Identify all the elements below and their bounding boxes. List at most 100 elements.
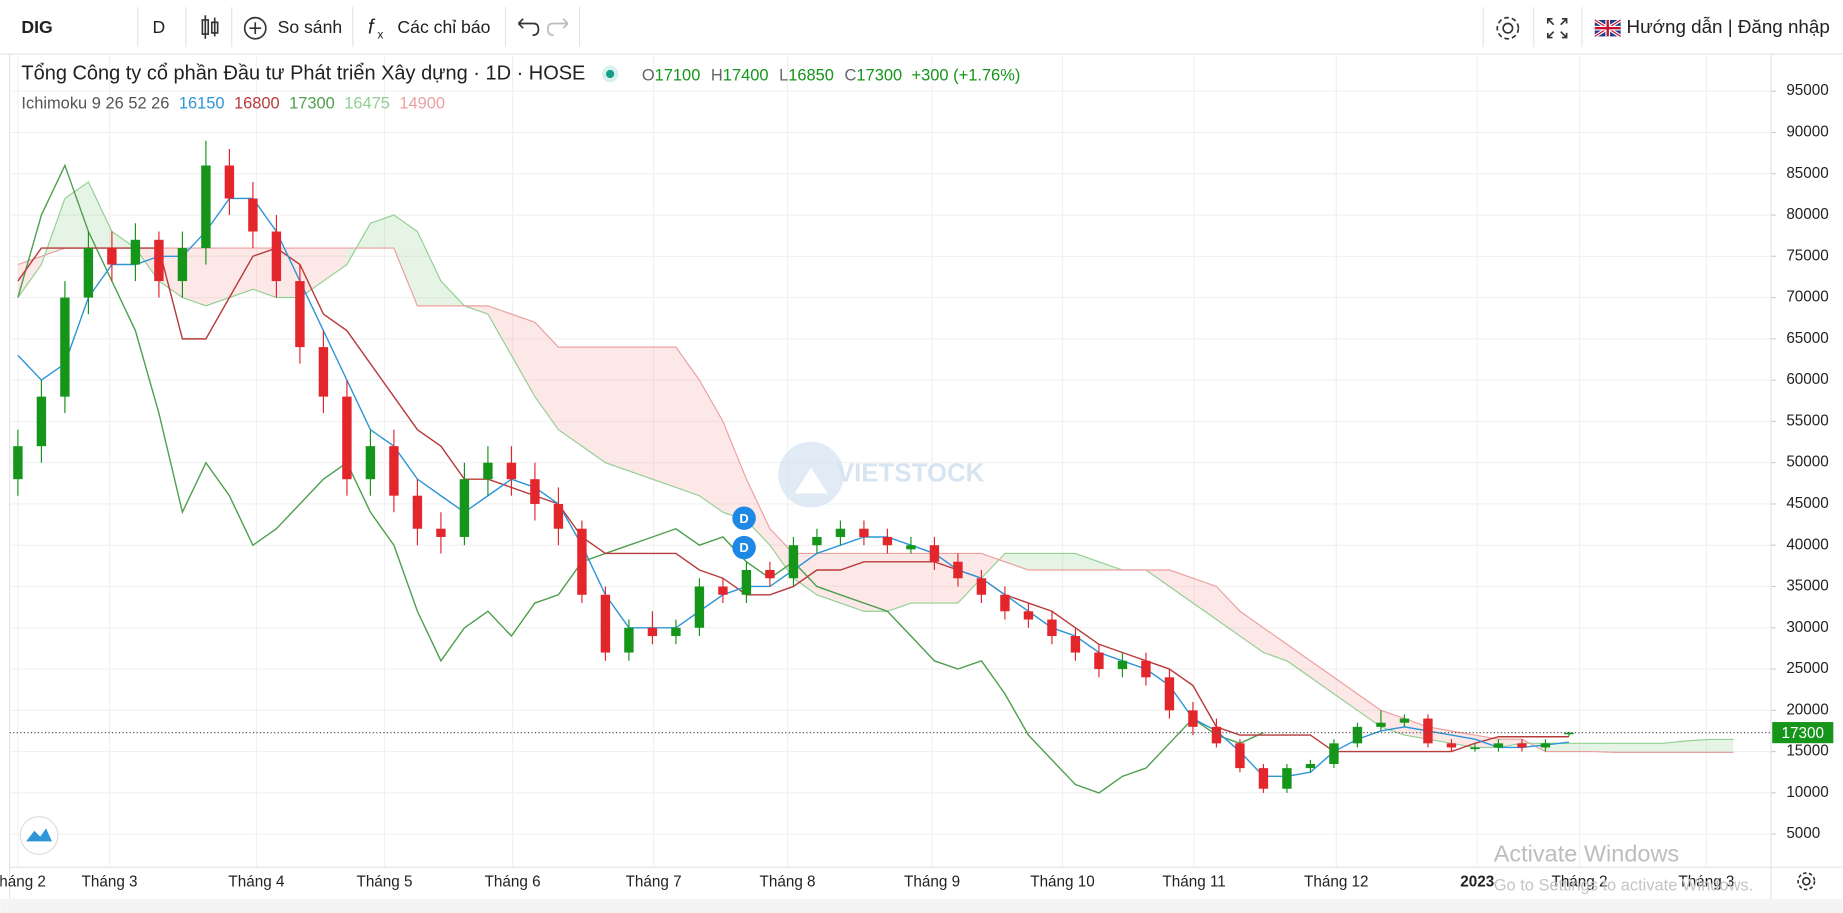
indicators-button[interactable]: Các chỉ báo bbox=[397, 17, 490, 37]
event-label: D bbox=[739, 511, 748, 526]
cloud-segment bbox=[1639, 743, 1663, 753]
undo-button[interactable] bbox=[517, 18, 540, 37]
y-tick-label: 20000 bbox=[1786, 701, 1828, 718]
cloud-segment bbox=[299, 248, 324, 298]
os-notice-subtitle: Go to Settings to activate Windows. bbox=[1494, 876, 1753, 894]
y-tick-label: 55000 bbox=[1786, 412, 1828, 429]
fullscreen-button[interactable] bbox=[1546, 17, 1568, 39]
cloud-segment bbox=[581, 347, 606, 463]
candle-body bbox=[201, 165, 211, 249]
y-tick-label: 85000 bbox=[1786, 165, 1828, 182]
cloud-segment bbox=[887, 553, 911, 612]
candle-body bbox=[1564, 732, 1574, 735]
indicator-value: 16475 bbox=[344, 95, 390, 113]
cloud-segment bbox=[487, 305, 512, 356]
ohlc-key: O bbox=[642, 67, 655, 85]
candle-body bbox=[1470, 747, 1480, 750]
cloud-segment bbox=[558, 347, 582, 447]
symbol[interactable]: DIG bbox=[21, 17, 52, 37]
ohlc-value: 16850 bbox=[788, 67, 834, 85]
candle-body bbox=[788, 545, 799, 579]
x-tick-label: 2023 bbox=[1460, 873, 1494, 890]
candle-body bbox=[271, 231, 282, 282]
candle-body bbox=[694, 586, 705, 628]
candle-body bbox=[36, 396, 47, 447]
cloud-segment bbox=[417, 231, 441, 306]
candle-body bbox=[483, 462, 493, 480]
indicator-value: 17300 bbox=[289, 95, 335, 113]
candle-body bbox=[953, 561, 963, 579]
x-tick-label: Tháng 7 bbox=[626, 873, 682, 890]
cloud-segment bbox=[1075, 553, 1099, 570]
cloud-segment bbox=[1028, 553, 1052, 570]
redo-button[interactable] bbox=[547, 18, 569, 37]
bottom-strip bbox=[0, 898, 1843, 913]
y-tick-label: 45000 bbox=[1786, 495, 1828, 512]
indicators-icon[interactable]: f bbox=[368, 16, 376, 38]
cloud-segment bbox=[652, 347, 676, 488]
candle-body bbox=[1023, 611, 1034, 620]
cloud-segment bbox=[229, 248, 253, 298]
cloud-segment bbox=[1004, 553, 1029, 570]
candle-body bbox=[1235, 743, 1245, 769]
cloud-segment bbox=[1239, 611, 1264, 653]
cloud-segment bbox=[910, 553, 935, 604]
indicator-legend: Ichimoku 9 26 52 26 16150 16800 17300 16475 1… bbox=[21, 95, 445, 113]
cloud-segment bbox=[370, 215, 394, 249]
drawing-tools-button[interactable] bbox=[19, 816, 59, 855]
candle-body bbox=[1070, 636, 1081, 653]
candle-body bbox=[882, 536, 893, 546]
candle-body bbox=[1423, 718, 1433, 744]
candle-body bbox=[624, 627, 634, 653]
cloud-segment bbox=[1662, 740, 1687, 753]
candle-body bbox=[1211, 726, 1222, 744]
compare-button[interactable]: So sánh bbox=[278, 17, 343, 37]
chart-type-button[interactable] bbox=[201, 15, 219, 39]
ohlc-value: 17300 bbox=[856, 67, 902, 85]
candle-body bbox=[177, 248, 188, 282]
indicator-name: Ichimoku 9 26 52 26 bbox=[21, 95, 169, 113]
candle-body bbox=[741, 569, 752, 595]
candle-body bbox=[1047, 619, 1057, 637]
cloud-segment bbox=[605, 347, 629, 471]
interval[interactable]: D bbox=[153, 17, 166, 37]
axis-settings-button[interactable] bbox=[1797, 872, 1816, 891]
plot-area: DD bbox=[9, 54, 1772, 868]
y-tick-label: 95000 bbox=[1786, 82, 1828, 99]
cloud-segment bbox=[393, 215, 418, 306]
os-notice-title: Activate Windows bbox=[1494, 841, 1679, 867]
cloud-segment bbox=[675, 347, 700, 496]
candle-body bbox=[812, 536, 822, 546]
chart-title: Tổng Công ty cổ phần Đầu tư Phát triển X… bbox=[21, 62, 585, 84]
cloud-segment bbox=[722, 421, 747, 521]
candle-body bbox=[224, 165, 235, 199]
cloud-segment bbox=[746, 479, 770, 546]
candle-body bbox=[60, 297, 70, 397]
candle-body bbox=[530, 479, 540, 504]
cloud-segment bbox=[1333, 677, 1358, 711]
candle-body bbox=[506, 462, 517, 480]
cloud-segment bbox=[17, 256, 42, 298]
candle-body bbox=[459, 479, 470, 537]
candle-body bbox=[1282, 768, 1292, 789]
x-tick-label: Tháng 9 bbox=[904, 873, 960, 890]
cloud-segment bbox=[511, 314, 535, 397]
candle-body bbox=[412, 495, 423, 529]
indicators-icon-sub: x bbox=[377, 28, 383, 41]
cloud-segment bbox=[840, 553, 864, 612]
watermark: VIETSTOCK bbox=[778, 441, 985, 508]
settings-button[interactable] bbox=[1496, 16, 1520, 40]
candle-body bbox=[1376, 722, 1386, 727]
x-tick-label: Tháng 3 bbox=[82, 873, 138, 890]
cloud-segment bbox=[1357, 693, 1381, 727]
cloud-segment bbox=[1686, 739, 1710, 753]
candle-body bbox=[1000, 594, 1010, 612]
language-flag[interactable] bbox=[1593, 18, 1622, 38]
indicator-value: 16150 bbox=[179, 95, 225, 113]
candle-body bbox=[1188, 710, 1198, 727]
auth-links[interactable]: Hướng dẫn | Đăng nhập bbox=[1627, 16, 1830, 37]
compare-icon[interactable] bbox=[243, 16, 267, 40]
candle-body bbox=[365, 446, 376, 480]
